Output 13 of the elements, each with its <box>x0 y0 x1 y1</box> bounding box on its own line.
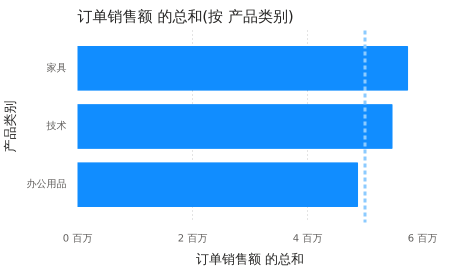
bar <box>78 162 358 207</box>
y-axis-title: 产品类别 <box>4 100 18 152</box>
x-tick-label: 2 百万 <box>178 234 208 244</box>
y-tick-label: 家具 <box>46 62 66 74</box>
x-tick-label: 6 百万 <box>408 234 438 244</box>
bar <box>78 46 408 91</box>
x-tick-label: 0 百万 <box>62 234 92 244</box>
x-axis-title: 订单销售额 的总和 <box>196 252 304 268</box>
y-tick-label: 技术 <box>46 120 66 132</box>
x-tick-label: 4 百万 <box>292 234 322 244</box>
bar <box>78 104 393 149</box>
chart-title: 订单销售额 的总和(按 产品类别) <box>78 8 294 26</box>
y-tick-label: 办公用品 <box>26 178 66 190</box>
